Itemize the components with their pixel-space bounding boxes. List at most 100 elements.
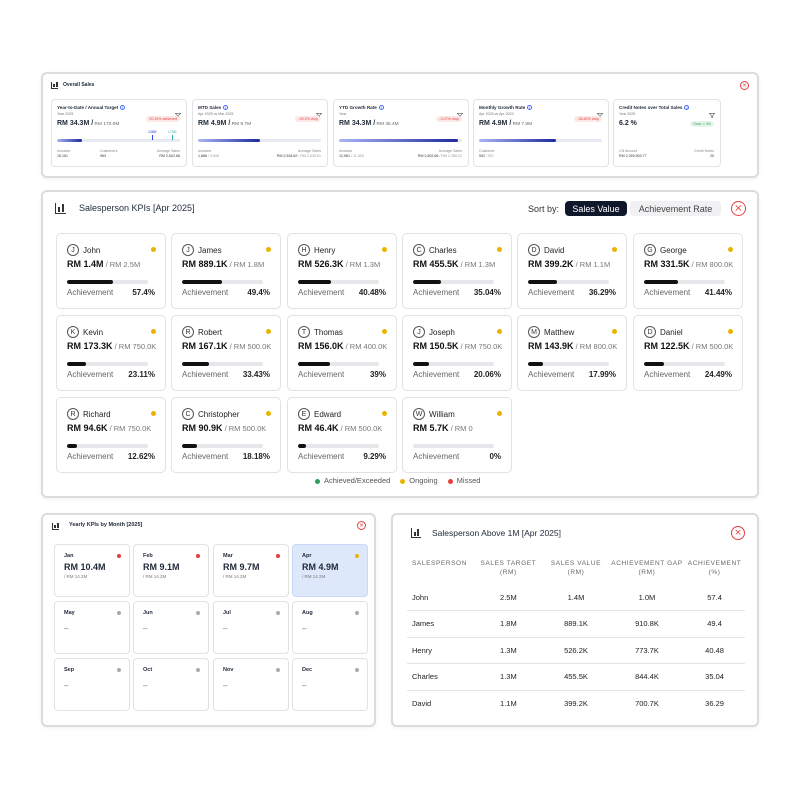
value-cell: 40.48 <box>684 637 745 664</box>
value-cell: 2.5M <box>474 584 543 611</box>
status-dot <box>266 411 271 416</box>
achievement-label: Achievement <box>67 452 114 461</box>
info-icon[interactable]: i <box>120 105 126 111</box>
value-cell: 1.3M <box>474 663 543 691</box>
salesperson-card[interactable]: R Robert RM 167.1K / RM 500.0K Achievement 3… <box>171 315 281 391</box>
salesperson-card[interactable]: H Henry RM 526.3K / RM 1.3M Achievement 40.4… <box>287 233 397 309</box>
overall-sales-panel: Overall Sales × Year-to-Date / Annual Ta… <box>41 72 759 178</box>
month-target: / RM 14.2M <box>302 574 326 579</box>
filter-icon[interactable] <box>456 105 464 119</box>
footer-value: RM 2,602.66 <box>159 154 180 158</box>
salesperson-name: Richard <box>83 410 111 419</box>
status-badge: -36.82% drop <box>574 116 602 122</box>
info-icon[interactable]: i <box>684 105 690 111</box>
month-card[interactable]: Aug – <box>292 601 368 654</box>
filter-icon[interactable] <box>315 105 323 119</box>
filter-icon[interactable] <box>174 105 182 119</box>
month-card[interactable]: Dec – <box>292 658 368 711</box>
sales-target-text: / RM 400.0K <box>343 342 388 351</box>
footer-value-text: RM 2,602.66 <box>417 154 439 158</box>
month-card[interactable]: Feb RM 9.1M / RM 14.2M <box>133 544 209 597</box>
sort-sales-value-button[interactable]: Sales Value <box>565 201 627 216</box>
footer-value: 12,961 / 11,525 <box>339 154 364 158</box>
sales-value: RM 94.6K / RM 750.0K <box>67 423 151 433</box>
avatar: G <box>644 244 656 256</box>
sales-value: RM 167.1K / RM 500.0K <box>182 341 271 351</box>
table-row[interactable]: Charles 1.3M 455.5K 844.4K 35.04 <box>407 663 745 691</box>
value-text: RM 4.9M / <box>479 120 512 127</box>
avatar: C <box>182 408 194 420</box>
status-dot <box>612 247 617 252</box>
achievement-label: Achievement <box>182 452 229 461</box>
salesperson-card[interactable]: G George RM 331.5K / RM 800.0K Achievement 4… <box>633 233 743 309</box>
achievement-label: Achievement <box>67 288 114 297</box>
month-card[interactable]: Oct – <box>133 658 209 711</box>
salesperson-card[interactable]: C Charles RM 455.5K / RM 1.3M Achievement 35… <box>402 233 512 309</box>
table-row[interactable]: John 2.5M 1.4M 1.0M 57.4 <box>407 584 745 611</box>
table-row[interactable]: James 1.8M 889.1K 910.8K 49.4 <box>407 610 745 638</box>
achievement-label: Achievement <box>528 288 575 297</box>
info-icon[interactable]: i <box>378 105 384 111</box>
status-dot <box>151 247 156 252</box>
month-card[interactable]: Jun – <box>133 601 209 654</box>
value-cell: 844.4K <box>609 663 685 691</box>
footer-value-text: 1,886 <box>198 154 207 158</box>
value-cell: 1.0M <box>609 584 685 611</box>
month-value: RM 4.9M <box>302 562 339 572</box>
achievement-percent: 35.04% <box>473 288 501 297</box>
salesperson-name: John <box>83 246 101 255</box>
card-value: RM 4.9M / RM 7.8M <box>479 120 532 127</box>
sales-value: RM 90.9K / RM 500.0K <box>182 423 266 433</box>
salesperson-card[interactable]: E Edward RM 46.4K / RM 500.0K Achievement 9.… <box>287 397 397 473</box>
close-icon[interactable]: × <box>731 201 746 216</box>
close-icon[interactable]: × <box>731 526 745 540</box>
achievement-label: Achievement <box>182 288 229 297</box>
sort-achievement-rate-button[interactable]: Achievement Rate <box>630 201 721 216</box>
month-card[interactable]: Mar RM 9.7M / RM 14.2M <box>213 544 289 597</box>
sales-value: RM 46.4K / RM 500.0K <box>298 423 382 433</box>
salesperson-card[interactable]: T Thomas RM 156.0K / RM 400.0K Achievement 3… <box>287 315 397 391</box>
salesperson-card[interactable]: J John RM 1.4M / RM 2.5M Achievement 57.4% <box>56 233 166 309</box>
card-value: RM 34.3M / RM 35.4M <box>339 120 399 127</box>
card-title-text: Year-to-Date / Annual Target <box>57 105 119 110</box>
salesperson-card[interactable]: J James RM 889.1K / RM 1.8M Achievement 49.4… <box>171 233 281 309</box>
salesperson-card[interactable]: R Richard RM 94.6K / RM 750.0K Achievement 1… <box>56 397 166 473</box>
sales-value-text: RM 90.9K <box>182 423 223 433</box>
achievement-percent: 39% <box>369 370 386 379</box>
salesperson-card[interactable]: C Christopher RM 90.9K / RM 500.0K Achievem… <box>171 397 281 473</box>
salesperson-card[interactable]: D David RM 399.2K / RM 1.1M Achievement 36.2… <box>517 233 627 309</box>
salesperson-card[interactable]: W William RM 5.7K / RM 0 Achievement 0% <box>402 397 512 473</box>
filter-icon[interactable] <box>596 105 604 119</box>
table-row[interactable]: David 1.1M 399.2K 700.7K 36.29 <box>407 690 745 717</box>
month-card[interactable]: Jan RM 10.4M / RM 14.2M <box>54 544 130 597</box>
value-cell: 1.4M <box>542 584 610 611</box>
avatar: T <box>298 326 310 338</box>
month-card[interactable]: Jul – <box>213 601 289 654</box>
salesperson-card[interactable]: D Daniel RM 122.5K / RM 500.0K Achievement 2… <box>633 315 743 391</box>
sales-value-text: RM 156.0K <box>298 341 344 351</box>
table-row[interactable]: Henry 1.3M 526.2K 773.7K 40.48 <box>407 637 745 664</box>
month-card[interactable]: Apr RM 4.9M / RM 14.2M <box>292 544 368 597</box>
salesperson-card[interactable]: K Kevin RM 173.3K / RM 750.0K Achievement 23… <box>56 315 166 391</box>
filter-icon[interactable] <box>708 105 716 119</box>
info-icon[interactable]: i <box>527 105 533 111</box>
achievement-label: Achievement <box>182 370 229 379</box>
close-icon[interactable]: × <box>357 521 366 530</box>
month-card[interactable]: Sep – <box>54 658 130 711</box>
salesperson-cell: David <box>412 699 432 708</box>
footer-value-text: 963 <box>100 154 106 158</box>
sales-value-text: RM 889.1K <box>182 259 228 269</box>
salesperson-card[interactable]: M Matthew RM 143.9K / RM 800.0K Achievement… <box>517 315 627 391</box>
info-icon[interactable]: i <box>223 105 229 111</box>
achievement-fill <box>413 362 430 366</box>
month-card[interactable]: May – <box>54 601 130 654</box>
month-name: May <box>64 610 75 616</box>
sales-value-text: RM 526.3K <box>298 259 344 269</box>
progress-fill <box>57 139 82 142</box>
month-card[interactable]: Nov – <box>213 658 289 711</box>
salesperson-card[interactable]: J Joseph RM 150.5K / RM 750.0K Achievement 2… <box>402 315 512 391</box>
month-value: – <box>64 624 69 633</box>
bar-chart-icon <box>55 203 66 214</box>
footer-label: Invoices <box>57 149 71 153</box>
close-icon[interactable]: × <box>740 81 749 90</box>
